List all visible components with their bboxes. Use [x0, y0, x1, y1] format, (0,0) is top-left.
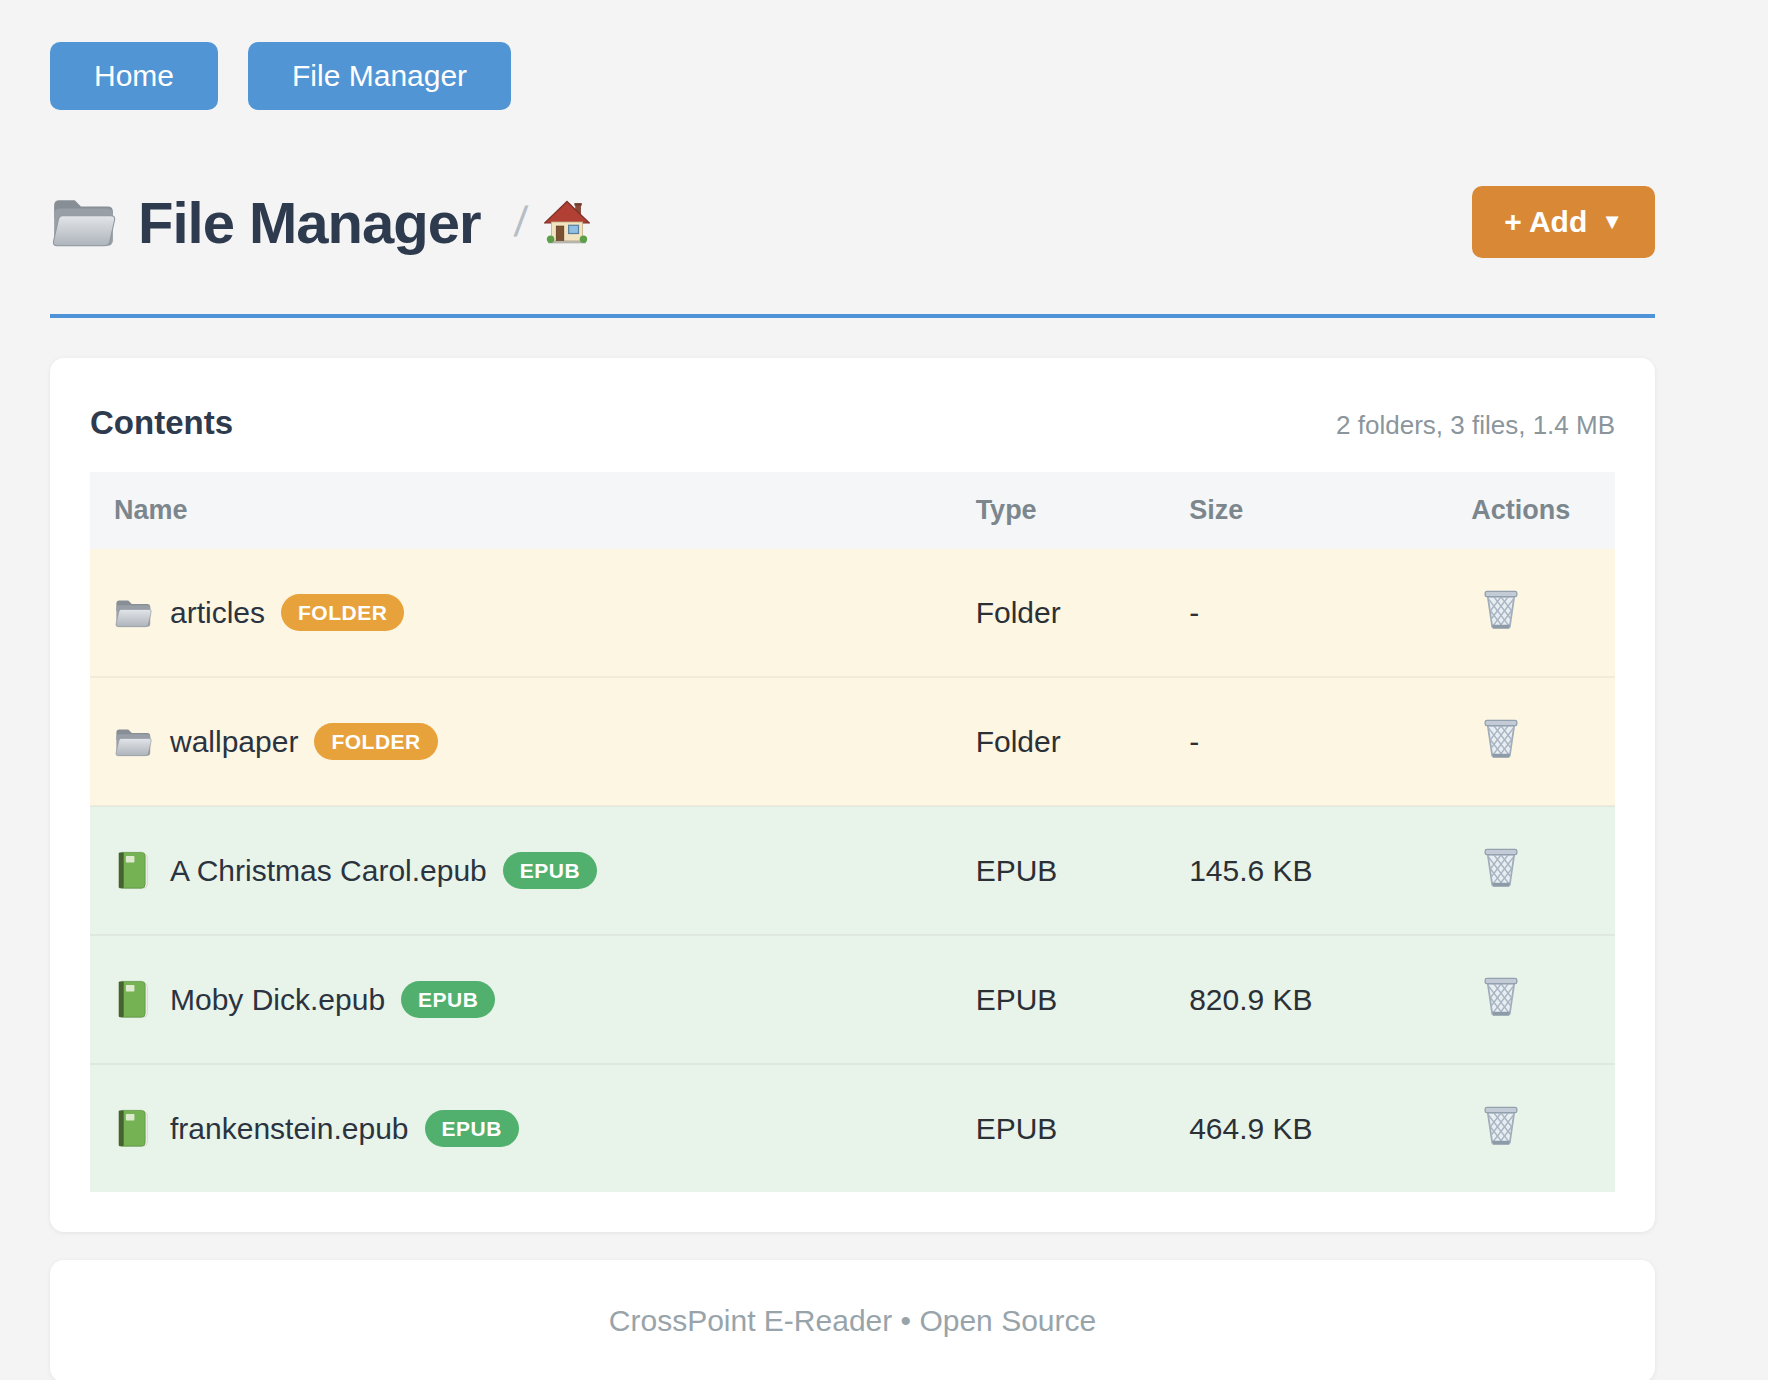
caret-down-icon: ▼ — [1601, 211, 1623, 233]
file-size: 464.9 KB — [1165, 1064, 1447, 1192]
top-navigation: Home File Manager — [0, 0, 1768, 110]
page-title: File Manager — [138, 189, 481, 256]
file-type: EPUB — [952, 1064, 1166, 1192]
table-row[interactable]: articles FOLDER Folder - — [90, 549, 1615, 677]
delete-button[interactable] — [1481, 845, 1521, 889]
file-size: - — [1165, 677, 1447, 806]
title-group: File Manager / — [50, 189, 590, 256]
table-row[interactable]: A Christmas Carol.epub EPUB EPUB 145.6 K… — [90, 806, 1615, 935]
table-row[interactable]: frankenstein.epub EPUB EPUB 464.9 KB — [90, 1064, 1615, 1192]
column-header-actions: Actions — [1447, 472, 1615, 549]
file-name[interactable]: Moby Dick.epub — [170, 983, 385, 1017]
folder-icon — [50, 193, 116, 251]
nav-home-button[interactable]: Home — [50, 42, 218, 110]
delete-button[interactable] — [1481, 1103, 1521, 1147]
footer-text: CrossPoint E-Reader • Open Source — [609, 1304, 1096, 1337]
column-header-type: Type — [952, 472, 1166, 549]
contents-heading: Contents — [90, 404, 233, 442]
folder-icon — [114, 593, 152, 633]
page-header: File Manager / + Add ▼ — [50, 186, 1655, 258]
book-icon — [114, 851, 152, 891]
file-type: EPUB — [952, 806, 1166, 935]
column-header-size: Size — [1165, 472, 1447, 549]
file-size: 820.9 KB — [1165, 935, 1447, 1064]
type-badge: EPUB — [401, 981, 495, 1018]
breadcrumb-separator: / — [512, 198, 529, 246]
trash-icon — [1481, 845, 1521, 889]
table-header-row: Name Type Size Actions — [90, 472, 1615, 549]
file-type: EPUB — [952, 935, 1166, 1064]
delete-button[interactable] — [1481, 716, 1521, 760]
type-badge: FOLDER — [281, 594, 404, 631]
file-size: 145.6 KB — [1165, 806, 1447, 935]
file-name[interactable]: articles — [170, 596, 265, 630]
table-row[interactable]: wallpaper FOLDER Folder - — [90, 677, 1615, 806]
file-type: Folder — [952, 549, 1166, 677]
book-icon — [114, 1109, 152, 1149]
home-icon[interactable] — [544, 199, 590, 245]
contents-card: Contents 2 folders, 3 files, 1.4 MB Name… — [50, 358, 1655, 1232]
column-header-name: Name — [90, 472, 952, 549]
add-button-label: + Add — [1504, 205, 1587, 239]
file-table: Name Type Size Actions articles FOLDER F… — [90, 472, 1615, 1192]
trash-icon — [1481, 716, 1521, 760]
file-type: Folder — [952, 677, 1166, 806]
table-row[interactable]: Moby Dick.epub EPUB EPUB 820.9 KB — [90, 935, 1615, 1064]
trash-icon — [1481, 1103, 1521, 1147]
nav-file-manager-button[interactable]: File Manager — [248, 42, 511, 110]
add-button[interactable]: + Add ▼ — [1472, 186, 1655, 258]
file-name[interactable]: frankenstein.epub — [170, 1112, 409, 1146]
file-size: - — [1165, 549, 1447, 677]
footer: CrossPoint E-Reader • Open Source — [50, 1260, 1655, 1380]
title-divider — [50, 314, 1655, 318]
contents-summary: 2 folders, 3 files, 1.4 MB — [1336, 410, 1615, 441]
trash-icon — [1481, 587, 1521, 631]
file-name[interactable]: wallpaper — [170, 725, 298, 759]
type-badge: EPUB — [425, 1110, 519, 1147]
delete-button[interactable] — [1481, 974, 1521, 1018]
file-name[interactable]: A Christmas Carol.epub — [170, 854, 487, 888]
type-badge: EPUB — [503, 852, 597, 889]
type-badge: FOLDER — [314, 723, 437, 760]
folder-icon — [114, 722, 152, 762]
delete-button[interactable] — [1481, 587, 1521, 631]
trash-icon — [1481, 974, 1521, 1018]
contents-card-header: Contents 2 folders, 3 files, 1.4 MB — [90, 404, 1615, 442]
book-icon — [114, 980, 152, 1020]
